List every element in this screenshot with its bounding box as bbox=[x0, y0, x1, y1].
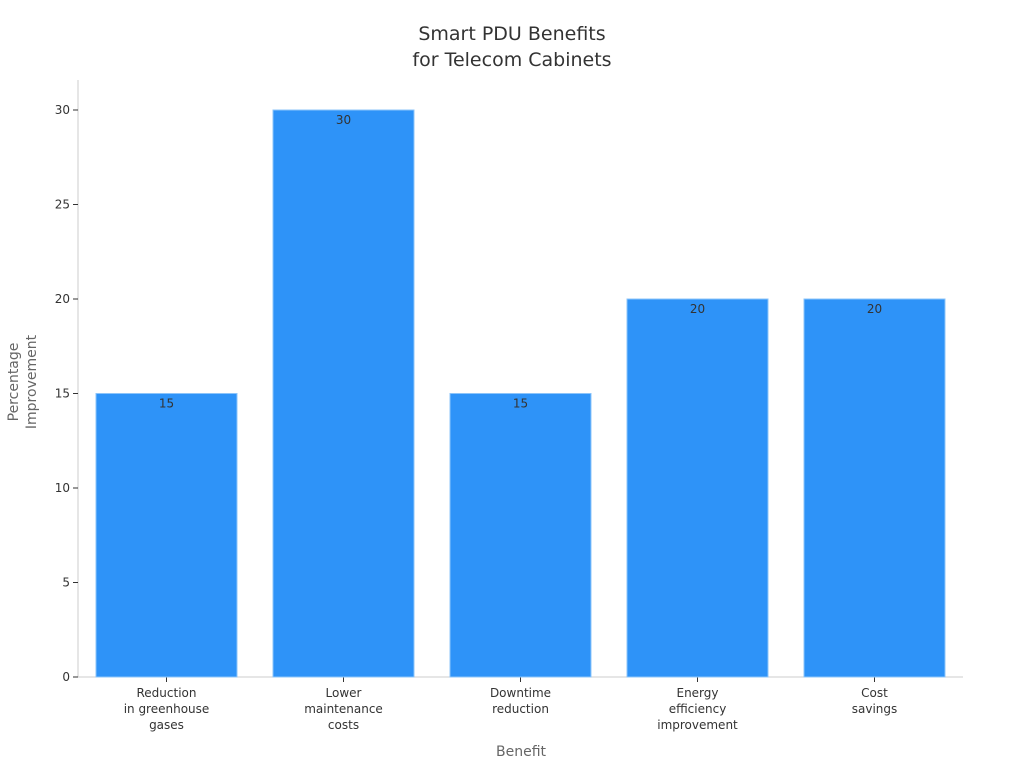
bar bbox=[449, 393, 592, 678]
bar bbox=[95, 393, 238, 678]
x-tick-label: improvement bbox=[657, 718, 738, 732]
x-tick-label: Downtime bbox=[490, 686, 551, 700]
x-tick-label: Lower bbox=[326, 686, 362, 700]
x-tick-label: Reduction bbox=[137, 686, 197, 700]
y-tick-label: 5 bbox=[62, 576, 70, 590]
chart-title-line-1: Smart PDU Benefits bbox=[418, 23, 605, 45]
y-tick-label: 30 bbox=[55, 103, 70, 117]
x-tick-label: in greenhouse bbox=[124, 702, 210, 716]
y-tick-label: 25 bbox=[55, 198, 70, 212]
bar-data-label: 15 bbox=[513, 397, 528, 411]
x-tick-label: costs bbox=[328, 718, 359, 732]
bar-data-label: 20 bbox=[690, 302, 705, 316]
bar-data-label: 20 bbox=[867, 302, 882, 316]
x-tick-label: reduction bbox=[492, 702, 549, 716]
x-tick-label: maintenance bbox=[304, 702, 383, 716]
bar-data-label: 15 bbox=[159, 397, 174, 411]
x-tick-label: efficiency bbox=[669, 702, 727, 716]
chart-title-line-2: for Telecom Cabinets bbox=[412, 49, 611, 71]
bar bbox=[803, 298, 946, 678]
bar-data-label: 30 bbox=[336, 113, 351, 127]
y-tick-label: 0 bbox=[62, 670, 70, 684]
bar bbox=[272, 109, 415, 678]
y-axis-label-line-2: Improvement bbox=[24, 334, 40, 429]
y-tick-label: 20 bbox=[55, 292, 70, 306]
y-tick-label: 10 bbox=[55, 481, 70, 495]
x-tick-label: gases bbox=[149, 718, 184, 732]
bar bbox=[626, 298, 769, 678]
x-tick-label: savings bbox=[852, 702, 898, 716]
x-axis-label: Benefit bbox=[496, 744, 547, 760]
x-tick-label: Cost bbox=[861, 686, 888, 700]
y-axis-label-line-1: Percentage bbox=[6, 343, 22, 422]
x-tick-label: Energy bbox=[676, 686, 718, 700]
y-tick-label: 15 bbox=[55, 387, 70, 401]
